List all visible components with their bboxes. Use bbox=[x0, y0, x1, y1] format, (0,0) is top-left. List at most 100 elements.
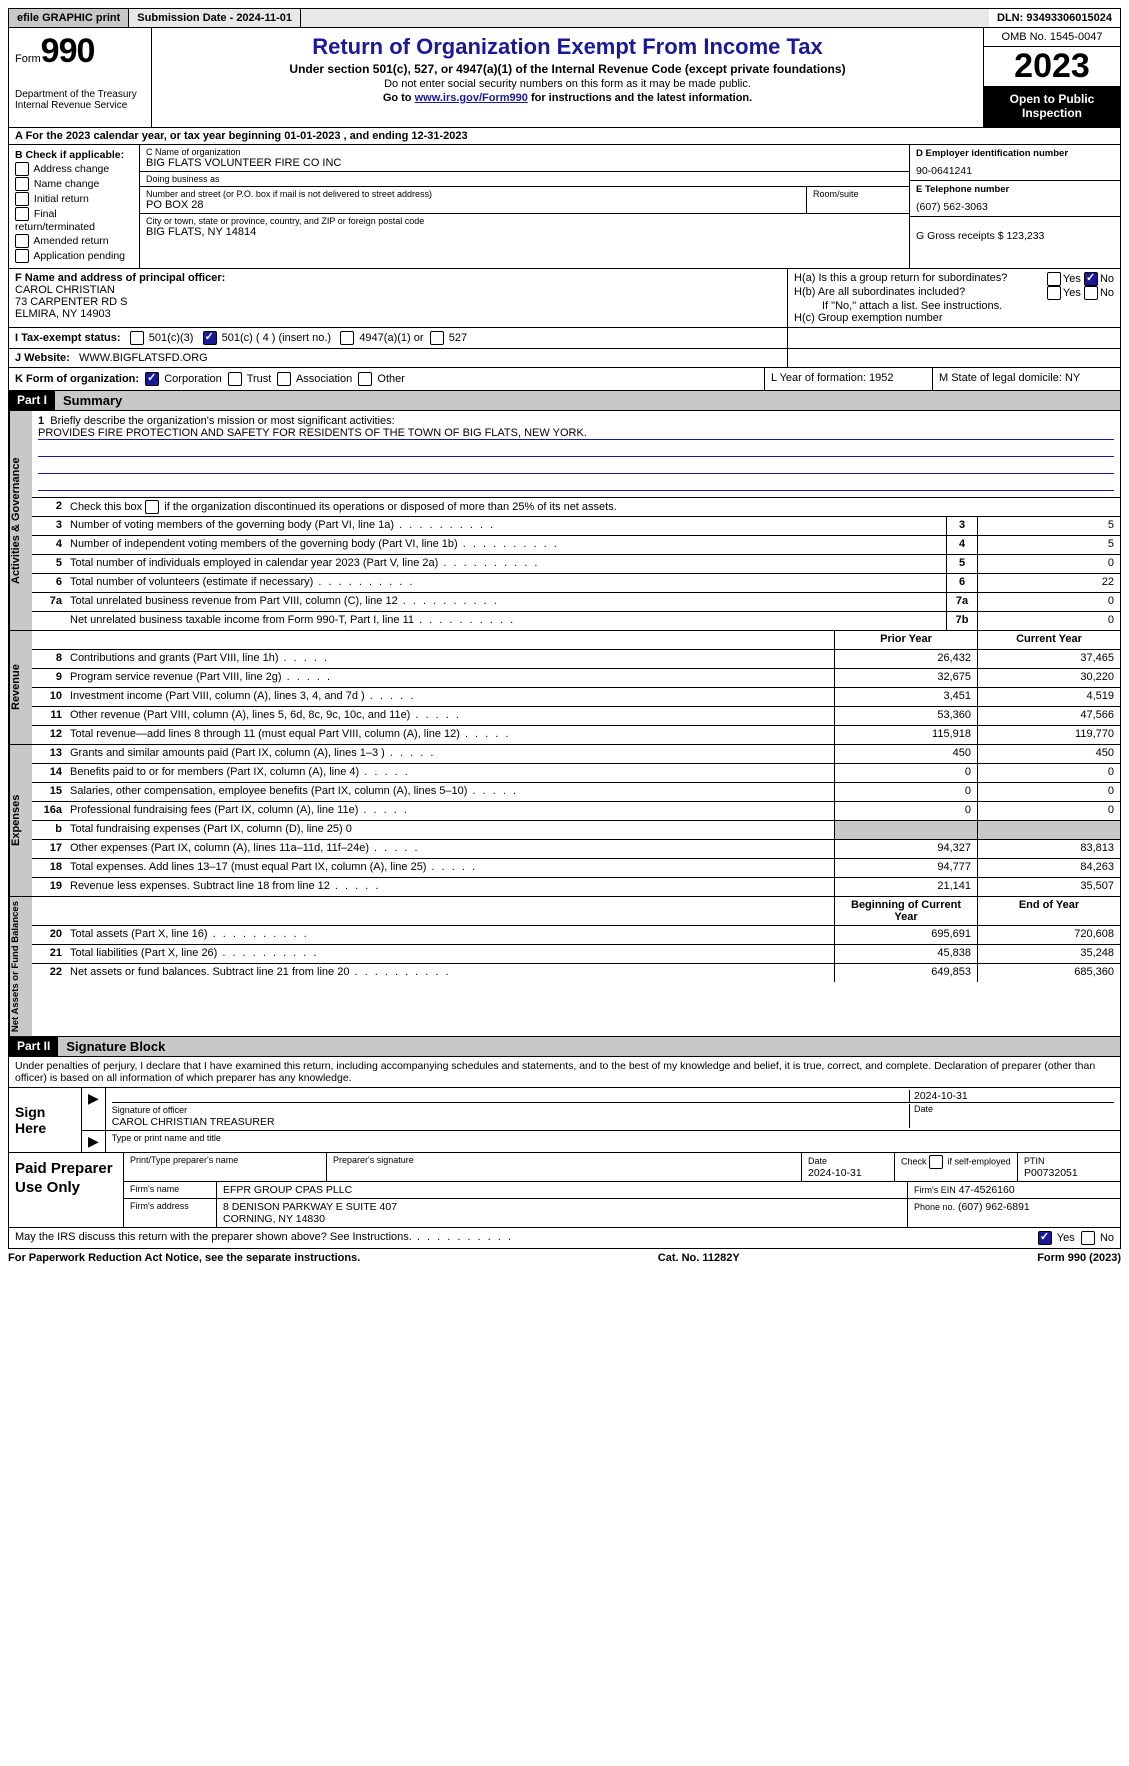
identity-block: B Check if applicable: Address change Na… bbox=[8, 145, 1121, 269]
vtab-revenue: Revenue bbox=[9, 631, 32, 744]
firm-phone: (607) 962-6891 bbox=[958, 1201, 1030, 1213]
ptin-value: P00732051 bbox=[1024, 1167, 1078, 1179]
hb-no[interactable] bbox=[1084, 286, 1098, 300]
mission-answer: PROVIDES FIRE PROTECTION AND SAFETY FOR … bbox=[38, 427, 1114, 440]
form-label: Form bbox=[15, 53, 41, 65]
discuss-yes[interactable] bbox=[1038, 1231, 1052, 1245]
k-trust[interactable] bbox=[228, 372, 242, 386]
section-a: A For the 2023 calendar year, or tax yea… bbox=[8, 128, 1121, 145]
arrow-icon: ▶ bbox=[82, 1131, 106, 1152]
principal-officer: F Name and address of principal officer:… bbox=[9, 269, 788, 327]
col-c: C Name of organization BIG FLATS VOLUNTE… bbox=[140, 145, 909, 268]
row-klm: K Form of organization: Corporation Trus… bbox=[8, 368, 1121, 391]
b-opt-final[interactable]: Final return/terminated bbox=[15, 207, 133, 233]
part-i-header: Part I Summary bbox=[8, 391, 1121, 411]
tax-status-label: I Tax-exempt status: bbox=[15, 332, 121, 344]
cat-no: Cat. No. 11282Y bbox=[658, 1252, 740, 1264]
officer-name: CAROL CHRISTIAN bbox=[15, 284, 781, 296]
dept-label: Department of the Treasury Internal Reve… bbox=[15, 89, 145, 111]
addr-label: Number and street (or P.O. box if mail i… bbox=[146, 189, 800, 199]
net-line: 20Total assets (Part X, line 16)695,6917… bbox=[32, 926, 1120, 945]
part-i-badge: Part I bbox=[9, 391, 55, 410]
part-ii-badge: Part II bbox=[9, 1037, 58, 1056]
k-assoc[interactable] bbox=[277, 372, 291, 386]
vtab-expenses: Expenses bbox=[9, 745, 32, 896]
b-opt-amended[interactable]: Amended return bbox=[15, 234, 133, 248]
gov-line: 7aTotal unrelated business revenue from … bbox=[32, 593, 1120, 612]
revenue-line: 8Contributions and grants (Part VIII, li… bbox=[32, 650, 1120, 669]
sig-officer-name: CAROL CHRISTIAN TREASURER bbox=[112, 1116, 275, 1128]
b-opt-address[interactable]: Address change bbox=[15, 162, 133, 176]
b-opt-pending[interactable]: Application pending bbox=[15, 249, 133, 263]
hb-yes[interactable] bbox=[1047, 286, 1061, 300]
ha-yes[interactable] bbox=[1047, 272, 1061, 286]
expense-line: 13Grants and similar amounts paid (Part … bbox=[32, 745, 1120, 764]
expense-line: 18Total expenses. Add lines 13–17 (must … bbox=[32, 859, 1120, 878]
goto-line: Go to www.irs.gov/Form990 for instructio… bbox=[162, 92, 973, 104]
prep-date: 2024-10-31 bbox=[808, 1167, 862, 1179]
i-4947[interactable] bbox=[340, 331, 354, 345]
firm-ein: 47-4526160 bbox=[959, 1184, 1015, 1196]
self-employed-check[interactable] bbox=[929, 1155, 943, 1169]
discuss-no[interactable] bbox=[1081, 1231, 1095, 1245]
type-name-label: Type or print name and title bbox=[106, 1131, 1120, 1152]
firm-addr2: CORNING, NY 14830 bbox=[223, 1213, 325, 1225]
form-subtitle: Under section 501(c), 527, or 4947(a)(1)… bbox=[162, 62, 973, 76]
org-name: BIG FLATS VOLUNTEER FIRE CO INC bbox=[146, 157, 903, 169]
paid-preparer-block: Paid Preparer Use Only Print/Type prepar… bbox=[8, 1153, 1121, 1228]
i-527[interactable] bbox=[430, 331, 444, 345]
part-ii-header: Part II Signature Block bbox=[8, 1037, 1121, 1057]
tax-year: 2023 bbox=[984, 47, 1120, 86]
hdr-begin: Beginning of Current Year bbox=[834, 897, 977, 925]
net-assets-block: Net Assets or Fund Balances Beginning of… bbox=[8, 897, 1121, 1037]
firm-addr-label: Firm's address bbox=[124, 1199, 217, 1227]
k-label: K Form of organization: bbox=[15, 373, 139, 385]
dba-label: Doing business as bbox=[146, 174, 903, 184]
part-ii-title: Signature Block bbox=[58, 1037, 1120, 1056]
net-line: 21Total liabilities (Part X, line 26)45,… bbox=[32, 945, 1120, 964]
sig-officer-label: Signature of officer bbox=[112, 1105, 187, 1115]
hdr-prior: Prior Year bbox=[834, 631, 977, 649]
activities-governance: Activities & Governance 1 Briefly descri… bbox=[8, 411, 1121, 631]
expense-line: 17Other expenses (Part IX, column (A), l… bbox=[32, 840, 1120, 859]
b-opt-initial[interactable]: Initial return bbox=[15, 192, 133, 206]
omb-number: OMB No. 1545-0047 bbox=[984, 28, 1120, 47]
irs-link[interactable]: www.irs.gov/Form990 bbox=[415, 92, 528, 104]
hdr-end: End of Year bbox=[977, 897, 1120, 925]
b-opt-name[interactable]: Name change bbox=[15, 177, 133, 191]
website-value: WWW.BIGFLATSFD.ORG bbox=[79, 352, 208, 364]
row-fh: F Name and address of principal officer:… bbox=[8, 269, 1121, 328]
row-j: J Website: WWW.BIGFLATSFD.ORG bbox=[8, 349, 1121, 368]
expenses-block: Expenses 13Grants and similar amounts pa… bbox=[8, 745, 1121, 897]
k-corp[interactable] bbox=[145, 372, 159, 386]
k-other[interactable] bbox=[358, 372, 372, 386]
q2-checkbox[interactable] bbox=[145, 500, 159, 514]
ha-no[interactable] bbox=[1084, 272, 1098, 286]
sig-date-label: Date bbox=[909, 1104, 1114, 1128]
prep-print-label: Print/Type preparer's name bbox=[124, 1153, 327, 1181]
prep-sig-label: Preparer's signature bbox=[327, 1153, 802, 1181]
sign-here-block: Sign Here ▶ 2024-10-31 Signature of offi… bbox=[8, 1088, 1121, 1153]
submission-date: Submission Date - 2024-11-01 bbox=[129, 9, 301, 27]
form-ref: Form 990 (2023) bbox=[1037, 1252, 1121, 1264]
arrow-icon: ▶ bbox=[82, 1088, 106, 1130]
open-public-badge: Open to Public Inspection bbox=[984, 86, 1120, 127]
i-501c[interactable] bbox=[203, 331, 217, 345]
row-i: I Tax-exempt status: 501(c)(3) 501(c) ( … bbox=[8, 328, 1121, 349]
ssn-note: Do not enter social security numbers on … bbox=[162, 78, 973, 90]
net-line: 22Net assets or fund balances. Subtract … bbox=[32, 964, 1120, 982]
expense-line: 19Revenue less expenses. Subtract line 1… bbox=[32, 878, 1120, 896]
gov-line: 6Total number of volunteers (estimate if… bbox=[32, 574, 1120, 593]
dln-number: DLN: 93493306015024 bbox=[989, 9, 1120, 27]
vtab-activities: Activities & Governance bbox=[9, 411, 32, 630]
gov-line: 5Total number of individuals employed in… bbox=[32, 555, 1120, 574]
i-501c3[interactable] bbox=[130, 331, 144, 345]
officer-addr1: 73 CARPENTER RD S bbox=[15, 296, 781, 308]
revenue-block: Revenue b Prior Year Current Year 8Contr… bbox=[8, 631, 1121, 745]
group-return: H(a) Is this a group return for subordin… bbox=[788, 269, 1120, 327]
officer-addr2: ELMIRA, NY 14903 bbox=[15, 308, 781, 320]
mission-q: Briefly describe the organization's miss… bbox=[50, 415, 394, 427]
sig-intro: Under penalties of perjury, I declare th… bbox=[8, 1057, 1121, 1088]
city-label: City or town, state or province, country… bbox=[146, 216, 903, 226]
city-value: BIG FLATS, NY 14814 bbox=[146, 226, 903, 238]
